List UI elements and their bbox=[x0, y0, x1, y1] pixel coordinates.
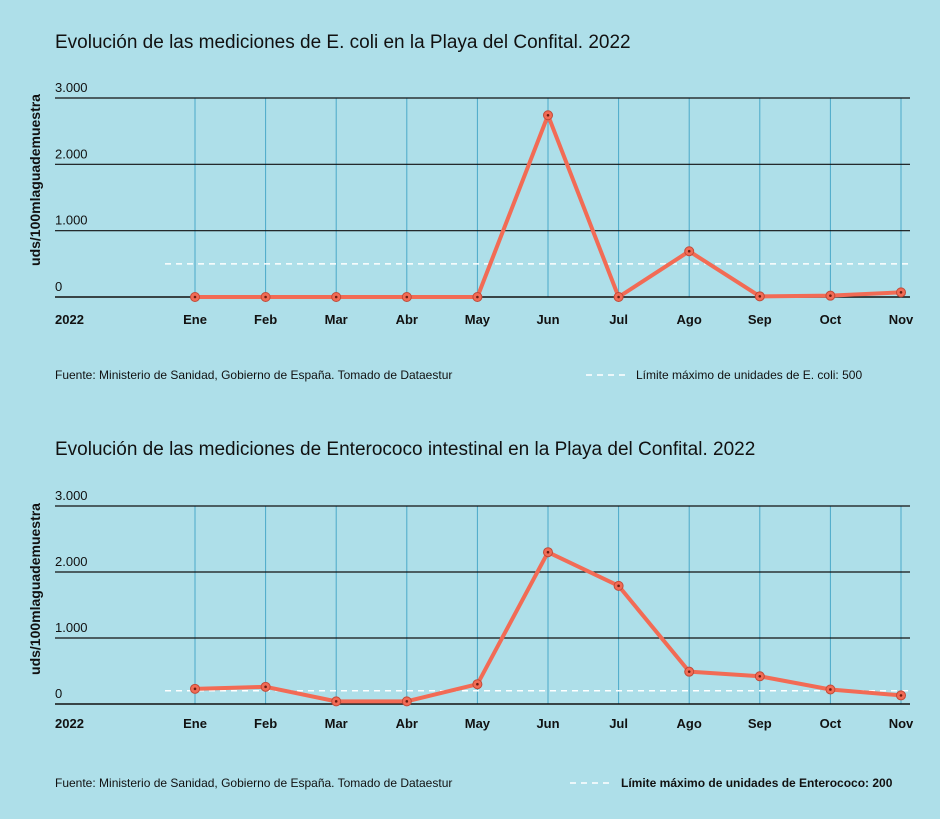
enterococo-y-ticks: 0 1.000 2.000 3.000 bbox=[55, 488, 88, 701]
ecoli-x-tick-sep: Sep bbox=[748, 312, 772, 327]
enterococo-x-tick-may: May bbox=[465, 716, 491, 731]
enterococo-point-dot bbox=[193, 687, 197, 691]
ecoli-point-dot bbox=[687, 249, 691, 253]
ecoli-point-oct bbox=[825, 290, 836, 301]
ecoli-point-dot bbox=[193, 295, 197, 299]
enterococo-point-ago bbox=[684, 666, 695, 677]
enterococo-x-tick-jul: Jul bbox=[609, 716, 628, 731]
enterococo-chart-title: Evolución de las mediciones de Enterococ… bbox=[55, 439, 755, 460]
enterococo-year-label: 2022 bbox=[55, 716, 84, 731]
ecoli-legend-text: Límite máximo de unidades de E. coli: 50… bbox=[636, 368, 862, 382]
ecoli-point-ago bbox=[684, 246, 695, 257]
ecoli-point-ene bbox=[190, 292, 200, 302]
enterococo-point-feb bbox=[260, 681, 271, 692]
ecoli-y-axis-label: uds/100mlaguademuestra bbox=[27, 94, 43, 266]
enterococo-y-tick-label: 1.000 bbox=[55, 620, 88, 635]
ecoli-point-dot bbox=[899, 291, 903, 294]
ecoli-x-tick-ago: Ago bbox=[677, 312, 702, 327]
ecoli-point-sep bbox=[754, 291, 765, 302]
enterococo-point-oct bbox=[825, 684, 836, 695]
ecoli-y-tick-label: 1.000 bbox=[55, 213, 88, 228]
enterococo-x-tick-feb: Feb bbox=[254, 716, 277, 731]
enterococo-point-dot bbox=[687, 670, 691, 673]
enterococo-point-ene bbox=[190, 683, 200, 694]
enterococo-chart: Evolución de las mediciones de Enterococ… bbox=[27, 439, 914, 790]
enterococo-point-abr bbox=[401, 696, 412, 707]
enterococo-point-dot bbox=[829, 688, 832, 691]
enterococo-point-dot bbox=[264, 685, 267, 689]
enterococo-x-tick-ene: Ene bbox=[183, 716, 207, 731]
enterococo-point-dot bbox=[405, 700, 409, 703]
enterococo-point-dot bbox=[334, 700, 338, 703]
ecoli-point-nov bbox=[896, 287, 906, 298]
enterococo-y-axis-label: uds/100mlaguademuestra bbox=[27, 503, 43, 675]
ecoli-grid bbox=[55, 97, 910, 298]
ecoli-point-dot bbox=[546, 113, 550, 117]
ecoli-chart: Evolución de las mediciones de E. coli e… bbox=[27, 32, 914, 382]
ecoli-point-feb bbox=[260, 292, 271, 302]
ecoli-y-ticks: 0 1.000 2.000 3.000 bbox=[55, 80, 88, 294]
ecoli-point-dot bbox=[758, 295, 762, 298]
ecoli-x-tick-ene: Ene bbox=[183, 312, 207, 327]
enterococo-x-tick-sep: Sep bbox=[748, 716, 772, 731]
ecoli-point-mar bbox=[331, 292, 342, 302]
enterococo-x-tick-oct: Oct bbox=[820, 716, 842, 731]
enterococo-grid bbox=[55, 505, 910, 705]
enterococo-point-mar bbox=[331, 696, 342, 707]
ecoli-y-tick-label: 0 bbox=[55, 279, 62, 294]
enterococo-x-tick-abr: Abr bbox=[396, 716, 418, 731]
enterococo-point-jun bbox=[543, 547, 553, 558]
enterococo-y-tick-label: 0 bbox=[55, 686, 62, 701]
ecoli-x-tick-nov: Nov bbox=[889, 312, 914, 327]
ecoli-x-tick-feb: Feb bbox=[254, 312, 277, 327]
enterococo-x-tick-jun: Jun bbox=[536, 716, 559, 731]
ecoli-x-tick-may: May bbox=[465, 312, 491, 327]
enterococo-point-dot bbox=[758, 674, 762, 678]
enterococo-x-ticks: Ene Feb Mar Abr May Jun Jul Ago Sep Oct Nov bbox=[183, 716, 914, 731]
enterococo-point-may bbox=[472, 679, 483, 690]
enterococo-legend-text: Límite máximo de unidades de Enterococo:… bbox=[621, 776, 893, 790]
enterococo-point-dot bbox=[476, 682, 479, 686]
ecoli-point-dot bbox=[264, 295, 267, 299]
ecoli-point-dot bbox=[829, 294, 832, 297]
ecoli-x-tick-mar: Mar bbox=[325, 312, 348, 327]
ecoli-x-tick-jun: Jun bbox=[536, 312, 559, 327]
ecoli-point-jul bbox=[613, 292, 624, 302]
ecoli-x-tick-oct: Oct bbox=[820, 312, 842, 327]
ecoli-point-jun bbox=[543, 110, 553, 121]
ecoli-y-tick-label: 3.000 bbox=[55, 80, 88, 95]
ecoli-point-abr bbox=[401, 292, 412, 302]
ecoli-y-tick-label: 2.000 bbox=[55, 146, 88, 161]
enterococo-point-jul bbox=[613, 580, 624, 591]
ecoli-x-tick-abr: Abr bbox=[396, 312, 418, 327]
enterococo-point-nov bbox=[896, 690, 906, 701]
ecoli-point-dot bbox=[476, 295, 479, 299]
ecoli-chart-title: Evolución de las mediciones de E. coli e… bbox=[55, 32, 631, 53]
ecoli-series bbox=[190, 110, 906, 302]
enterococo-x-tick-nov: Nov bbox=[889, 716, 914, 731]
enterococo-y-tick-label: 3.000 bbox=[55, 488, 88, 503]
ecoli-point-dot bbox=[334, 295, 338, 299]
enterococo-point-dot bbox=[546, 550, 550, 554]
ecoli-x-ticks: Ene Feb Mar Abr May Jun Jul Ago Sep Oct Nov bbox=[183, 312, 914, 327]
ecoli-source-note: Fuente: Ministerio de Sanidad, Gobierno … bbox=[55, 368, 452, 382]
enterococo-y-tick-label: 2.000 bbox=[55, 554, 88, 569]
enterococo-source-note: Fuente: Ministerio de Sanidad, Gobierno … bbox=[55, 776, 452, 790]
enterococo-x-tick-mar: Mar bbox=[325, 716, 348, 731]
enterococo-point-sep bbox=[754, 671, 765, 682]
enterococo-series bbox=[190, 547, 906, 707]
enterococo-x-tick-ago: Ago bbox=[677, 716, 702, 731]
ecoli-point-dot bbox=[617, 295, 620, 299]
ecoli-point-may bbox=[472, 292, 483, 302]
ecoli-point-dot bbox=[405, 295, 409, 299]
enterococo-point-dot bbox=[617, 584, 620, 588]
enterococo-point-dot bbox=[899, 694, 903, 697]
ecoli-year-label: 2022 bbox=[55, 312, 84, 327]
ecoli-x-tick-jul: Jul bbox=[609, 312, 628, 327]
